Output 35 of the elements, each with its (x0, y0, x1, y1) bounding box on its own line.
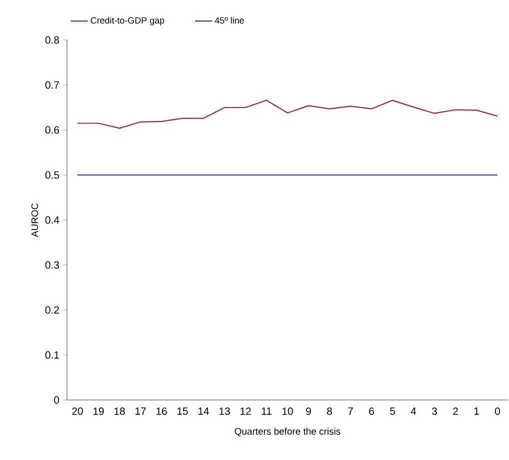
x-tick-label: 13 (219, 408, 230, 415)
x-tick-label: 0 (495, 408, 500, 415)
y-tick-label: 0.8 (45, 36, 60, 44)
x-tick-label: 8 (327, 408, 332, 415)
x-tick-label: 19 (93, 408, 104, 415)
x-tick-label: 7 (348, 408, 353, 415)
x-tick-label: 2 (453, 408, 458, 415)
y-axis-title: AUROC (31, 203, 38, 238)
x-tick-label: 4 (410, 408, 416, 415)
y-tick-label: 0.1 (45, 351, 59, 359)
x-tick-label: 9 (306, 408, 311, 415)
x-tick-label: 1 (474, 408, 479, 415)
x-tick-label: 18 (114, 408, 125, 415)
y-tick-label: 0.6 (45, 126, 60, 134)
x-tick-label: 17 (135, 408, 146, 415)
y-tick-label: 0.3 (45, 261, 60, 269)
x-tick-label: 15 (177, 408, 188, 415)
x-tick-label: 16 (156, 408, 167, 415)
x-tick-label: 5 (390, 408, 395, 415)
y-tick-label: 0.4 (45, 216, 60, 224)
x-tick-label: 3 (432, 408, 437, 415)
y-tick-label: 0 (54, 396, 60, 404)
y-tick-label: 0.2 (45, 306, 59, 314)
x-tick-label: 6 (369, 408, 374, 415)
x-tick-label: 14 (198, 408, 210, 415)
x-tick-label: 20 (72, 408, 83, 415)
y-tick-label: 0.5 (45, 171, 60, 179)
x-tick-label: 10 (282, 408, 293, 415)
line-series (76, 100, 498, 129)
x-tick-label: 12 (240, 408, 251, 415)
legend-label: 45º line (214, 17, 244, 24)
x-tick-label: 11 (262, 408, 272, 415)
x-axis-title: Quarters before the crisis (234, 428, 340, 436)
legend-label: Credit-to-GDP gap (90, 17, 164, 26)
y-tick-label: 0.7 (45, 81, 59, 89)
